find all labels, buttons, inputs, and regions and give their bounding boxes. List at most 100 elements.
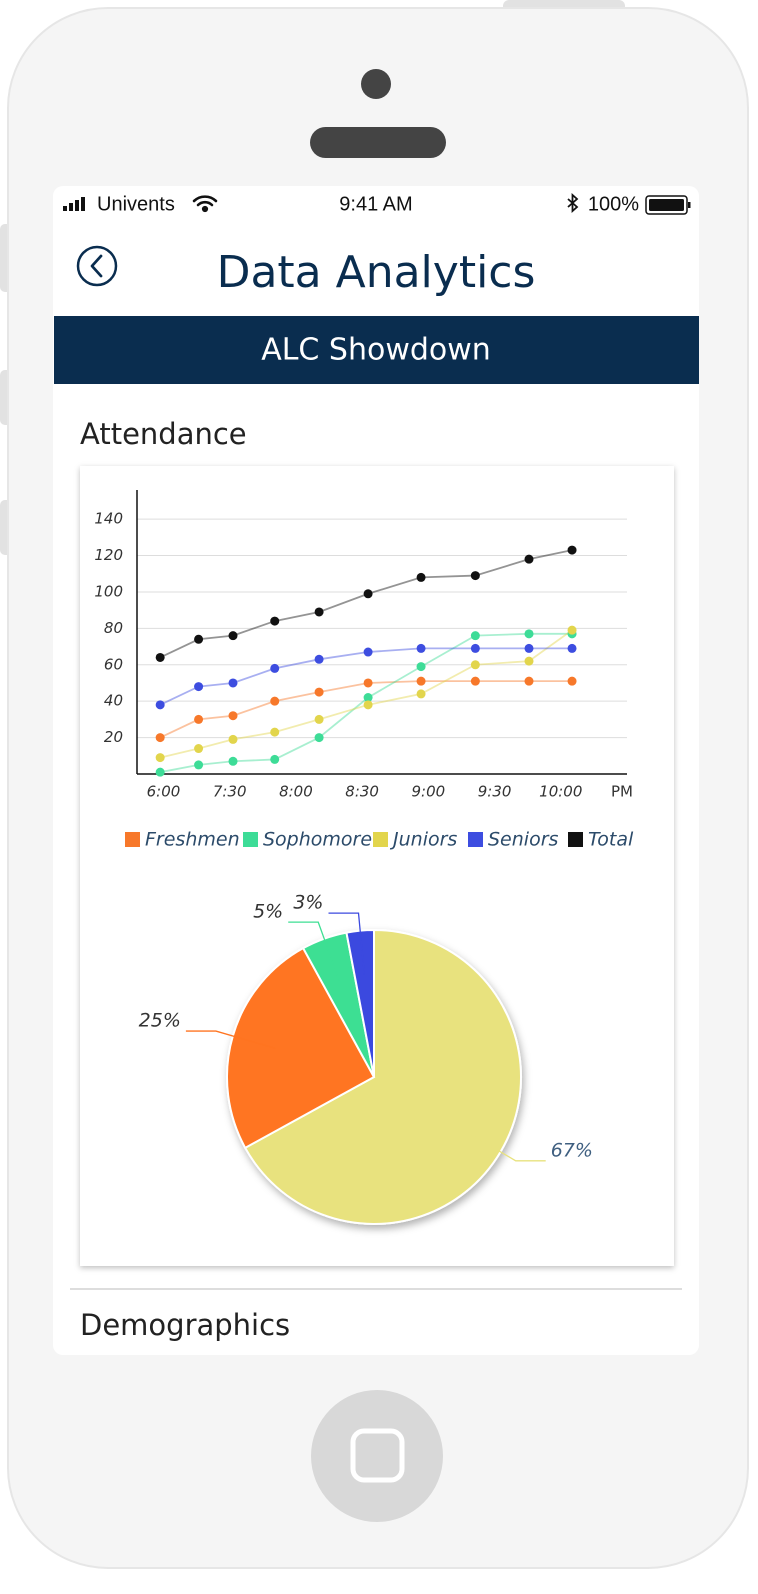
data-point: [155, 753, 165, 763]
data-point: [524, 656, 534, 666]
series-line: [159, 629, 573, 759]
data-point: [228, 711, 238, 721]
bluetooth-icon: [567, 192, 579, 214]
data-point: [270, 616, 280, 626]
banner-title: ALC Showdown: [261, 333, 491, 368]
section-title: Demographics: [80, 1308, 290, 1342]
y-tick-label: 80: [104, 619, 123, 637]
data-point: [416, 643, 426, 653]
signal-icon: [63, 197, 85, 211]
data-point: [470, 571, 480, 581]
data-point: [228, 631, 238, 641]
data-point: [314, 714, 324, 724]
data-point: [314, 607, 324, 617]
series-line: [159, 647, 573, 706]
data-point: [470, 676, 480, 686]
series-line: [159, 549, 573, 659]
legend-swatch: [568, 832, 583, 847]
home-button[interactable]: [311, 1390, 443, 1522]
data-point: [567, 625, 577, 635]
data-point: [155, 767, 165, 777]
data-point: [416, 662, 426, 672]
label-leader: [288, 921, 340, 981]
back-button[interactable]: [76, 245, 118, 287]
legend-label: Total: [588, 829, 634, 851]
x-tick-label: 9:30: [478, 783, 512, 801]
data-point: [524, 554, 534, 564]
x-tick-label: 8:00: [279, 783, 313, 801]
data-point: [155, 733, 165, 743]
legend-label: Seniors: [488, 829, 559, 851]
data-point: [567, 676, 577, 686]
data-point: [228, 678, 238, 688]
data-point: [314, 687, 324, 697]
data-point: [363, 700, 373, 710]
data-point: [270, 754, 280, 764]
x-tick-label: 10:00: [539, 783, 582, 801]
label-leader: [462, 1128, 546, 1162]
data-point: [314, 654, 324, 664]
wifi-icon: [192, 195, 218, 213]
section-title: Attendance: [80, 417, 247, 451]
legend-swatch: [373, 832, 388, 847]
y-tick-label: 20: [104, 728, 123, 746]
series-line: [159, 680, 573, 739]
data-point: [270, 727, 280, 737]
data-point: [228, 734, 238, 744]
banner: [54, 316, 699, 384]
carrier: Univents: [97, 193, 175, 215]
x-axis-label: PM: [611, 783, 633, 801]
time: 9:41 AM: [339, 193, 412, 215]
data-point: [567, 545, 577, 555]
data-point: [155, 652, 165, 662]
data-point: [194, 744, 204, 754]
chart-area: 20 40 60 80 100 120 140 6:00 7:30 8:00 8:30 9:00 9:3…: [94, 490, 634, 1225]
data-point: [416, 572, 426, 582]
data-point: [363, 693, 373, 703]
data-point: [228, 756, 238, 766]
data-point: [524, 676, 534, 686]
y-tick-label: 60: [104, 655, 123, 673]
data-point: [524, 643, 534, 653]
data-point: [194, 682, 204, 692]
data-point: [314, 733, 324, 743]
y-tick-label: 40: [104, 692, 123, 710]
legend-label: Freshmen: [145, 829, 240, 851]
pie-label: 67%: [551, 1139, 593, 1161]
speaker: [310, 127, 446, 158]
legend-swatch: [468, 832, 483, 847]
data-point: [270, 663, 280, 673]
data-point: [363, 589, 373, 599]
legend-swatch: [125, 832, 140, 847]
label-leader: [185, 1030, 276, 1049]
battery-icon: [645, 195, 691, 215]
battery-text: 100%: [588, 193, 639, 215]
y-tick-label: 120: [94, 546, 123, 564]
data-point: [194, 634, 204, 644]
series-line: [160, 632, 573, 774]
legend-label: Sophomore: [263, 829, 372, 851]
pie-label: 5%: [253, 901, 283, 923]
x-tick-label: 7:30: [213, 783, 247, 801]
data-point: [470, 631, 480, 641]
data-point: [524, 629, 534, 639]
x-tick-label: 6:00: [147, 783, 181, 801]
data-point: [363, 647, 373, 657]
pie-label: 3%: [293, 892, 323, 914]
home-button-icon: [350, 1428, 405, 1483]
y-tick-label: 140: [94, 510, 123, 528]
data-point: [194, 714, 204, 724]
camera: [361, 69, 391, 99]
label-leader: [328, 912, 365, 975]
x-tick-label: 9:00: [412, 783, 446, 801]
data-point: [194, 760, 204, 770]
pie: [226, 928, 522, 1225]
data-point: [416, 676, 426, 686]
x-tick-label: 8:30: [345, 783, 379, 801]
data-point: [567, 643, 577, 653]
data-point: [470, 660, 480, 670]
legend-label: Juniors: [389, 829, 457, 851]
data-point: [270, 696, 280, 706]
data-point: [416, 689, 426, 699]
